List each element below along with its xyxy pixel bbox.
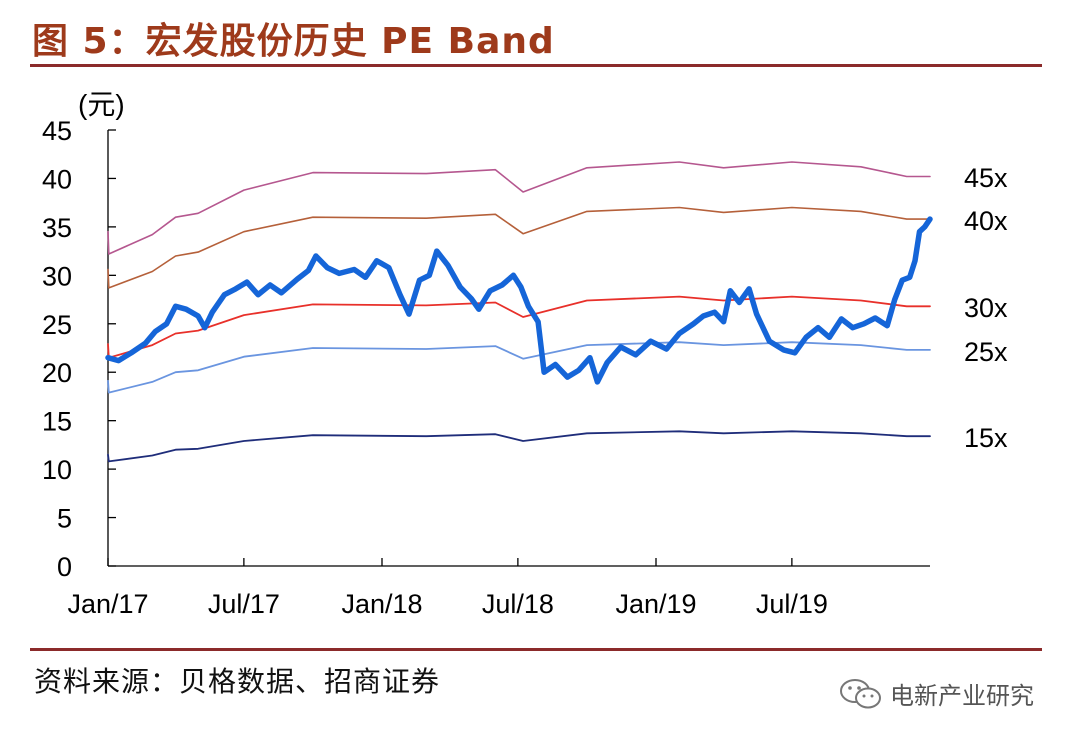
x-tick-label: Jan/18 <box>341 589 422 619</box>
series-label-40x: 40x <box>964 206 1008 236</box>
series-label-30x: 30x <box>964 293 1008 323</box>
series-label-15x: 15x <box>964 423 1008 453</box>
y-tick-label: 45 <box>42 116 72 146</box>
x-tick-label: Jan/17 <box>67 589 148 619</box>
pe-band-chart: (元) 0 5 10 15 20 25 30 35 40 45 Jan/17 Jul/17 Jan/18 J… <box>42 89 1008 619</box>
series-line-45x <box>107 161 931 255</box>
series-line-15x <box>107 430 931 463</box>
y-tick-label: 35 <box>42 213 72 243</box>
series-labels: 45x 40x 30x 25x 15x <box>964 163 1008 453</box>
series-label-45x: 45x <box>964 163 1008 193</box>
x-tick-label: Jul/19 <box>756 589 828 619</box>
series-line-price <box>105 216 933 385</box>
wechat-icon <box>840 678 881 708</box>
y-tick-label: 40 <box>42 164 72 194</box>
y-tick-label: 25 <box>42 310 72 340</box>
x-tick-label: Jan/19 <box>615 589 696 619</box>
y-tick-label: 5 <box>57 504 72 534</box>
y-tick-label: 30 <box>42 261 72 291</box>
y-tick-label: 20 <box>42 358 72 388</box>
watermark-text: 电新产业研究 <box>890 682 1034 710</box>
x-tick-label: Jul/17 <box>208 589 280 619</box>
y-tick-label: 15 <box>42 407 72 437</box>
series-line-30x <box>107 295 931 359</box>
series-line-25x <box>107 341 931 394</box>
chart-axes: (元) 0 5 10 15 20 25 30 35 40 45 Jan/17 Jul/17 Jan/18 J… <box>42 89 930 619</box>
chart-title: 图 5：宏发股份历史 PE Band <box>32 21 555 62</box>
y-tick-label: 0 <box>57 552 72 582</box>
x-tick-label: Jul/18 <box>482 589 554 619</box>
top-divider <box>30 64 1042 67</box>
y-axis-label: (元) <box>78 89 125 120</box>
source-note: 资料来源：贝格数据、招商证券 <box>34 665 441 698</box>
chart-series <box>105 161 933 463</box>
watermark: 电新产业研究 <box>838 676 1034 711</box>
y-tick-label: 10 <box>42 455 72 485</box>
bottom-divider <box>30 648 1042 651</box>
series-label-25x: 25x <box>964 337 1008 367</box>
series-line-40x <box>107 206 931 289</box>
